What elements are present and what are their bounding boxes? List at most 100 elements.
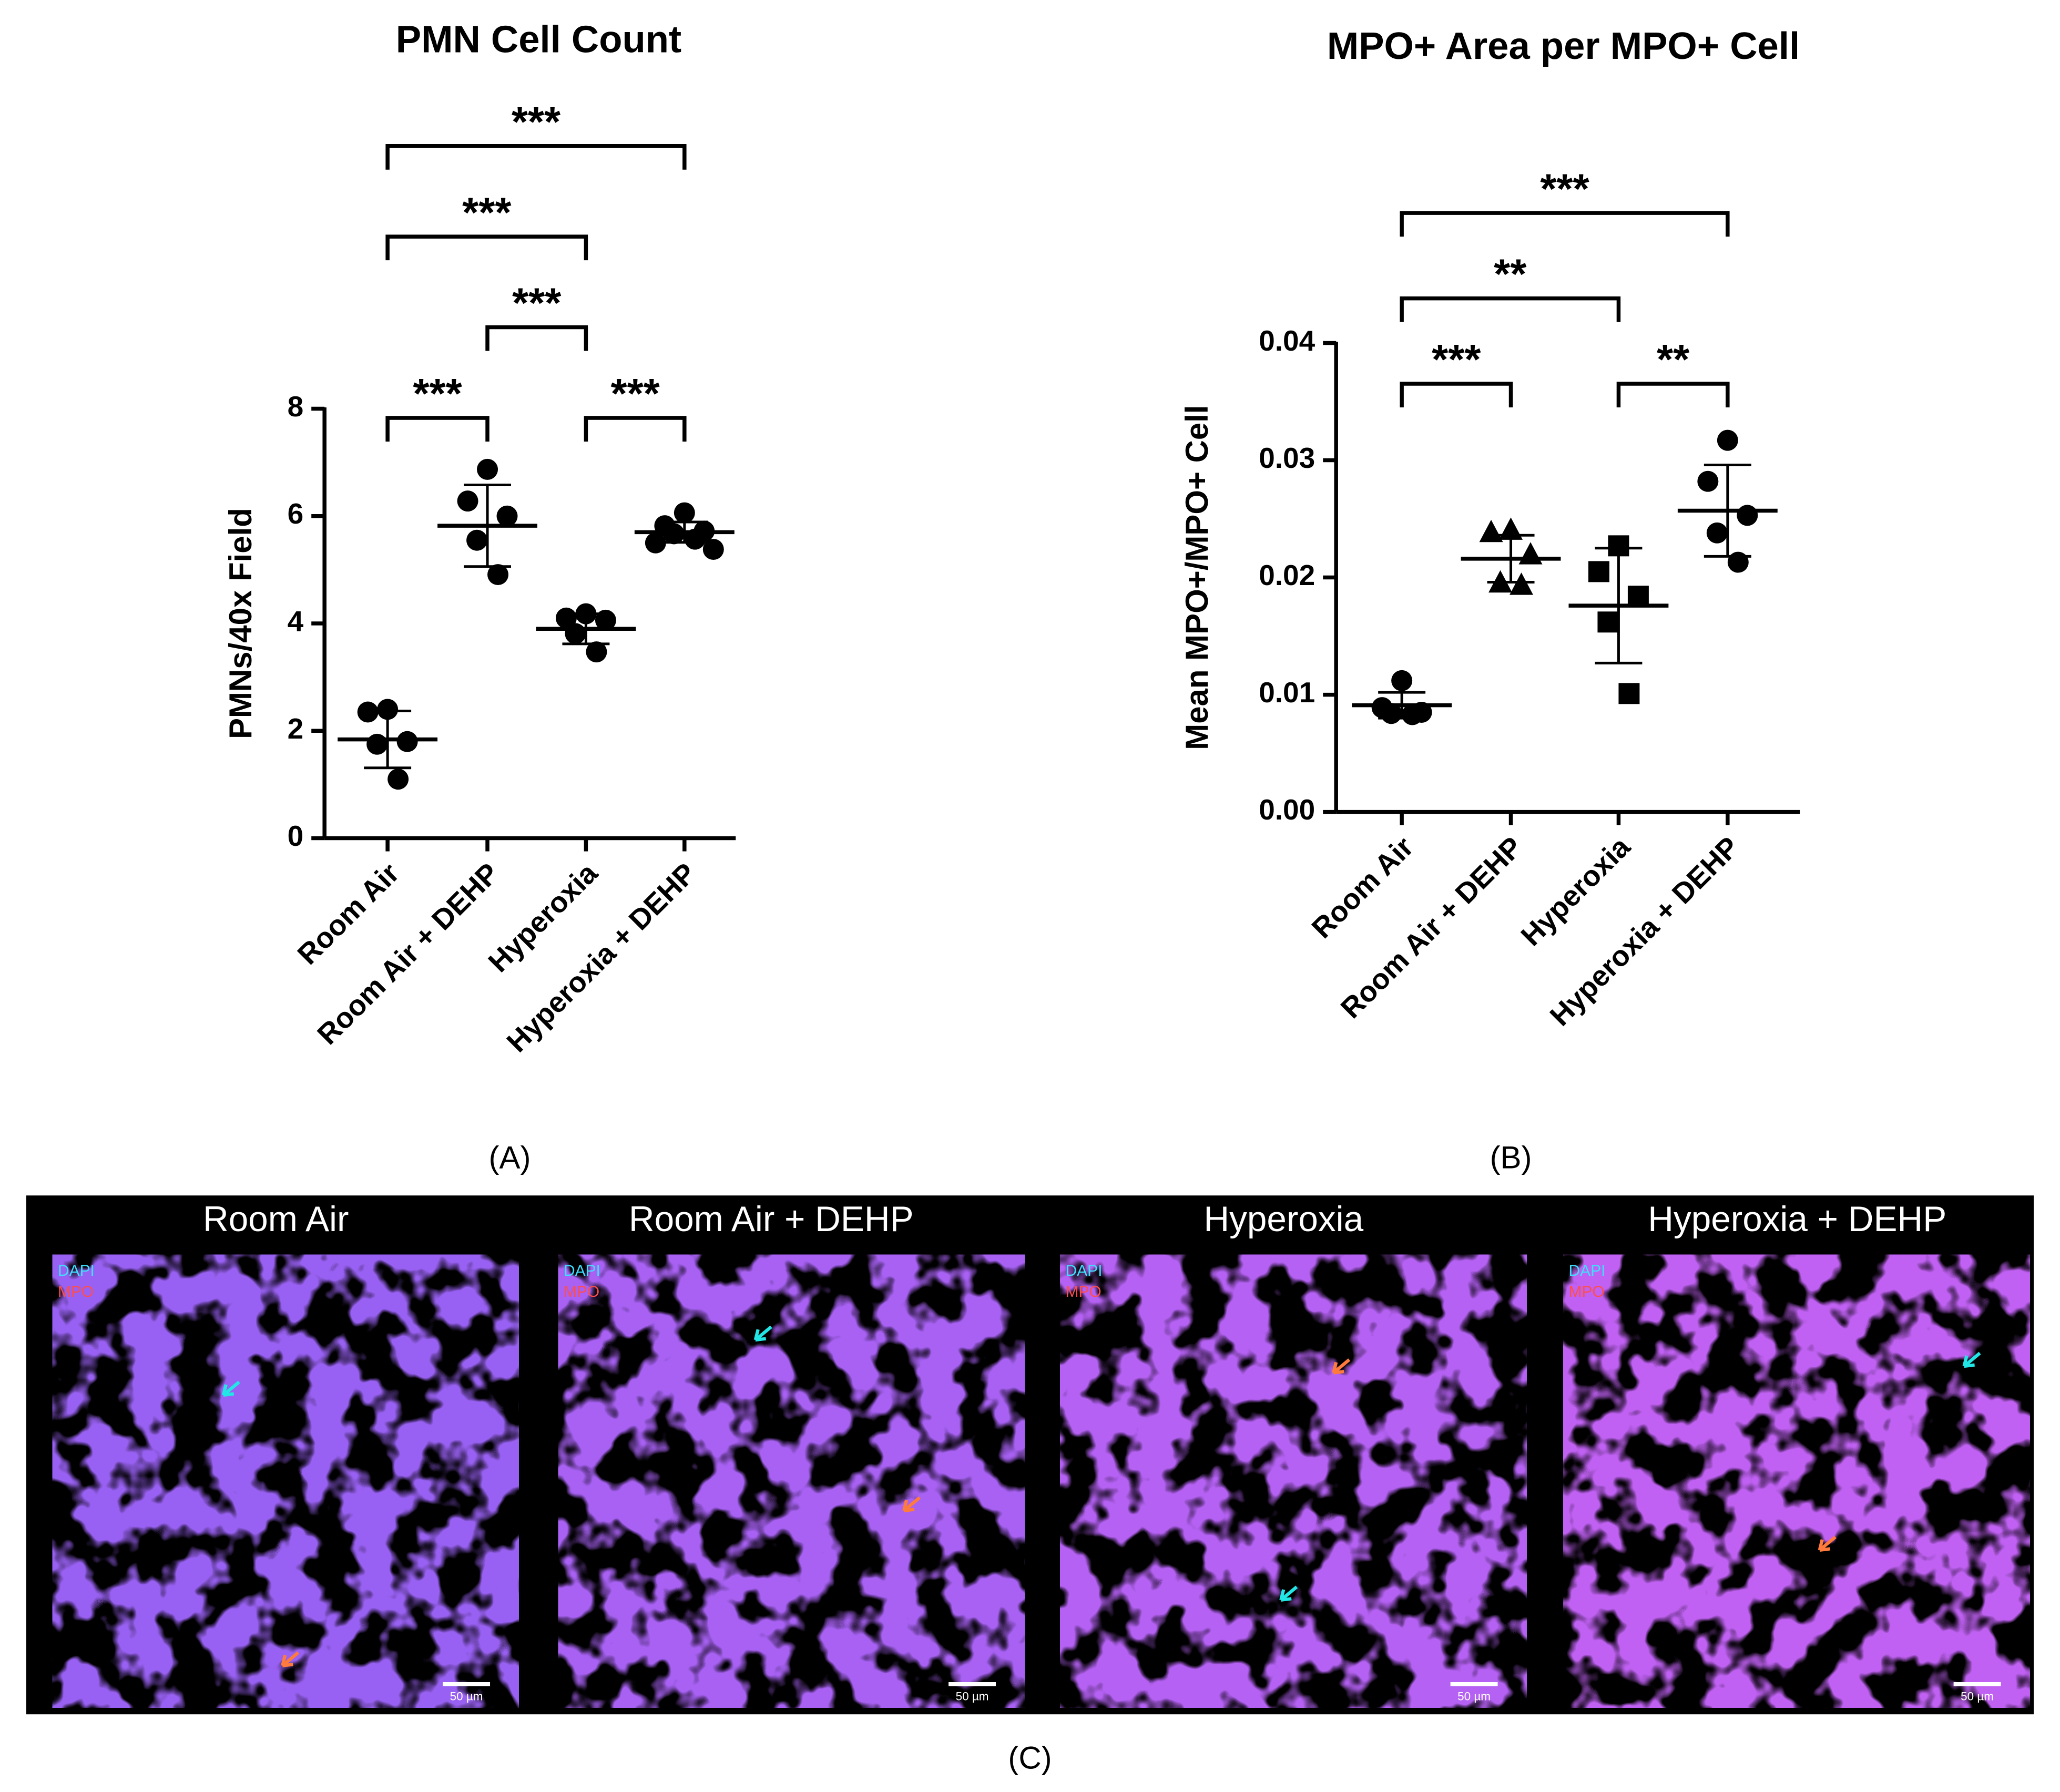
significance-label: ** — [1657, 336, 1690, 383]
channel-label: DAPI — [1065, 1262, 1102, 1279]
data-point — [586, 641, 607, 663]
data-point — [1510, 572, 1534, 595]
scale-bar-label: 50 µm — [450, 1690, 483, 1703]
scale-bar-label: 50 µm — [956, 1690, 989, 1703]
data-point — [1402, 704, 1423, 725]
micrograph-tissue — [52, 1254, 519, 1708]
data-point — [702, 539, 724, 560]
micrograph-title: Room Air — [203, 1200, 349, 1239]
y-tick-label: 0.00 — [1259, 793, 1315, 826]
y-tick-label: 8 — [288, 390, 304, 423]
error-bar — [1595, 547, 1643, 664]
arrow — [221, 1380, 240, 1397]
y-axis-label: PMNs/40x Field — [223, 508, 258, 739]
micrograph-title: Hyperoxia — [1204, 1200, 1363, 1239]
significance-label: *** — [512, 280, 562, 326]
significance-bracket — [1400, 296, 1621, 322]
micrograph-title: Room Air + DEHP — [629, 1200, 914, 1239]
data-point — [1627, 586, 1649, 607]
x-tick-label: Room Air + DEHP — [311, 856, 505, 1051]
data-point — [1618, 683, 1640, 704]
significance-label: *** — [1432, 336, 1481, 383]
y-tick-label: 0.01 — [1259, 676, 1315, 709]
data-point — [387, 769, 409, 790]
data-point — [477, 458, 498, 480]
error-bar — [1378, 691, 1426, 720]
arrow — [281, 1651, 300, 1667]
micrograph-tissue — [1563, 1254, 2030, 1708]
data-point — [1588, 561, 1609, 582]
arrow — [1962, 1351, 1981, 1368]
significance-label: ** — [1494, 251, 1527, 298]
data-point — [1717, 429, 1738, 451]
channel-label: MPO — [58, 1283, 94, 1301]
data-point — [457, 490, 478, 512]
data-point — [396, 731, 418, 752]
y-tick-label: 0.02 — [1259, 559, 1315, 591]
panel-label: (B) — [1490, 1140, 1532, 1175]
scale-bar-label: 50 µm — [1457, 1690, 1491, 1703]
data-point — [1479, 519, 1503, 542]
channel-label: MPO — [1568, 1283, 1604, 1301]
data-point — [496, 505, 518, 527]
significance-bracket — [584, 416, 687, 442]
y-tick-label: 0.04 — [1259, 324, 1315, 357]
channel-label: DAPI — [1568, 1262, 1605, 1279]
significance-label: *** — [1540, 165, 1589, 212]
x-tick-label: Room Air — [1306, 830, 1420, 944]
arrow — [753, 1325, 772, 1342]
error-bar — [464, 484, 512, 568]
significance-bracket — [485, 325, 588, 351]
data-point — [1727, 551, 1749, 573]
significance-label: *** — [462, 189, 512, 235]
y-axis-label: Mean MPO+/MPO+ Cell — [1179, 405, 1215, 750]
channel-label: DAPI — [58, 1262, 95, 1279]
data-point — [1518, 542, 1543, 565]
data-point — [1706, 522, 1728, 544]
arrow — [902, 1496, 921, 1513]
x-tick-label: Hyperoxia + DEHP — [500, 856, 702, 1058]
panel-label: (A) — [489, 1140, 531, 1175]
channel-label: MPO — [1065, 1283, 1101, 1301]
arrow — [1332, 1358, 1351, 1375]
micrograph-tissue — [1060, 1254, 1527, 1708]
x-tick-label: Hyperoxia + DEHP — [1543, 830, 1745, 1032]
data-point — [645, 532, 666, 554]
scale-bar-label: 50 µm — [1961, 1690, 1994, 1703]
significance-bracket — [385, 234, 588, 261]
data-point — [1737, 505, 1758, 526]
y-tick-label: 4 — [288, 605, 304, 638]
error-bar — [1487, 534, 1535, 583]
channel-label: DAPI — [564, 1262, 600, 1279]
chart-title: MPO+ Area per MPO+ Cell — [1327, 25, 1800, 67]
panel-label: (C) — [1008, 1740, 1052, 1776]
data-point — [487, 564, 509, 586]
significance-bracket — [385, 416, 489, 442]
significance-bracket — [1400, 211, 1730, 237]
data-point — [674, 502, 695, 524]
data-point — [1391, 670, 1413, 691]
data-point — [366, 733, 388, 755]
significance-bracket — [1616, 382, 1730, 407]
chart-title: PMN Cell Count — [396, 18, 681, 60]
data-point — [1697, 470, 1719, 492]
x-tick-label: Room Air + DEHP — [1334, 830, 1529, 1025]
data-point — [377, 699, 399, 720]
y-tick-label: 2 — [288, 712, 304, 745]
data-point — [565, 623, 586, 644]
arrow — [1279, 1585, 1298, 1602]
error-bar — [1704, 463, 1751, 558]
significance-bracket — [385, 144, 687, 170]
y-tick-label: 0 — [288, 820, 304, 852]
data-point — [1597, 611, 1619, 633]
significance-label: *** — [610, 370, 660, 417]
arrow — [1818, 1535, 1837, 1552]
y-tick-label: 0.03 — [1259, 442, 1315, 474]
channel-label: MPO — [564, 1283, 599, 1301]
significance-label: *** — [512, 98, 561, 145]
error-bar — [364, 709, 412, 770]
micrograph-tissue — [558, 1254, 1025, 1708]
error-bar — [660, 520, 708, 544]
significance-bracket — [1400, 382, 1513, 407]
